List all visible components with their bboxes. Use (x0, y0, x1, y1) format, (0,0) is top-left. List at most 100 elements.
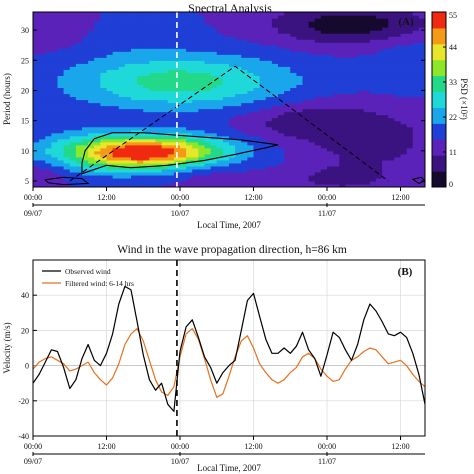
heat-cell (339, 132, 346, 137)
heat-cell (180, 54, 187, 58)
heat-cell (284, 60, 291, 64)
heat-cell (180, 87, 187, 92)
heat-cell (265, 96, 273, 101)
heat-cell (412, 120, 420, 125)
heat-cell (418, 171, 425, 176)
heat-cell (394, 57, 402, 61)
heat-cell (94, 123, 101, 128)
heat-cell (173, 159, 181, 164)
heat-cell (278, 39, 285, 43)
heat-cell (100, 48, 108, 52)
xtick-label-a: 12:00 (391, 193, 409, 202)
heat-cell (333, 144, 340, 149)
heat-cell (412, 15, 420, 19)
heat-cell (388, 150, 395, 155)
heat-cell (314, 123, 322, 128)
heat-cell (351, 36, 359, 40)
heat-cell (69, 126, 77, 131)
heat-cell (137, 75, 144, 79)
heat-cell (82, 183, 89, 187)
heat-cell (57, 174, 65, 179)
heat-cell (100, 117, 108, 122)
heat-cell (88, 144, 95, 149)
heat-cell (382, 75, 389, 79)
heat-cell (222, 63, 230, 67)
heat-cell (296, 147, 304, 152)
heat-cell (186, 135, 193, 140)
heat-cell (112, 114, 120, 119)
heat-cell (271, 39, 279, 43)
heat-cell (192, 60, 199, 64)
heat-cell (210, 120, 218, 125)
heat-cell (88, 141, 95, 146)
heat-cell (149, 153, 157, 158)
heat-cell (124, 177, 132, 182)
heat-cell (345, 183, 353, 187)
heat-cell (339, 123, 346, 128)
heat-cell (124, 183, 132, 187)
heat-cell (382, 69, 389, 73)
heat-cell (259, 39, 267, 43)
heat-cell (155, 162, 163, 167)
heat-cell (253, 132, 261, 137)
heat-cell (290, 159, 297, 164)
heat-cell (369, 168, 377, 173)
heat-cell (320, 120, 328, 125)
heat-cell (229, 30, 236, 34)
heat-cell (198, 114, 206, 119)
heat-cell (265, 132, 273, 137)
heat-cell (388, 57, 395, 61)
heat-cell (180, 147, 187, 152)
heat-cell (394, 129, 402, 134)
heat-cell (186, 123, 193, 128)
heat-cell (82, 117, 89, 122)
heat-cell (265, 75, 273, 79)
heat-cell (63, 81, 71, 86)
heat-cell (314, 162, 322, 167)
heat-cell (308, 132, 316, 137)
heat-cell (265, 15, 273, 19)
heat-cell (124, 159, 132, 164)
heat-cell (149, 15, 157, 19)
heat-cell (247, 105, 255, 110)
heat-cell (253, 39, 261, 43)
heat-cell (210, 180, 218, 185)
heat-cell (69, 105, 77, 110)
heat-cell (100, 168, 108, 173)
heat-cell (235, 108, 242, 113)
heat-cell (51, 177, 59, 182)
heat-cell (247, 12, 255, 16)
heat-cell (222, 66, 230, 70)
heat-cell (39, 159, 46, 164)
heat-cell (247, 39, 255, 43)
heat-cell (198, 75, 206, 79)
heat-cell (39, 72, 46, 76)
heat-cell (63, 168, 71, 173)
heat-cell (418, 75, 425, 79)
heat-cell (394, 87, 402, 92)
heat-cell (357, 174, 365, 179)
heat-cell (229, 90, 236, 95)
heat-cell (284, 144, 291, 149)
heat-cell (351, 33, 359, 37)
heat-cell (388, 153, 395, 158)
heat-cell (51, 42, 59, 46)
heat-cell (155, 174, 163, 179)
heat-cell (339, 108, 346, 113)
heat-cell (339, 30, 346, 34)
heat-cell (314, 168, 322, 173)
heat-cell (222, 27, 230, 31)
heat-cell (363, 102, 371, 107)
heat-cell (100, 156, 108, 161)
heat-cell (382, 114, 389, 119)
heat-cell (63, 60, 71, 64)
heat-cell (247, 147, 255, 152)
heat-cell (161, 138, 169, 143)
heat-cell (94, 93, 101, 98)
heat-cell (253, 159, 261, 164)
heat-cell (339, 93, 346, 98)
heat-cell (118, 87, 126, 92)
heat-cell (131, 174, 138, 179)
heat-cell (57, 144, 65, 149)
heat-cell (290, 87, 297, 92)
